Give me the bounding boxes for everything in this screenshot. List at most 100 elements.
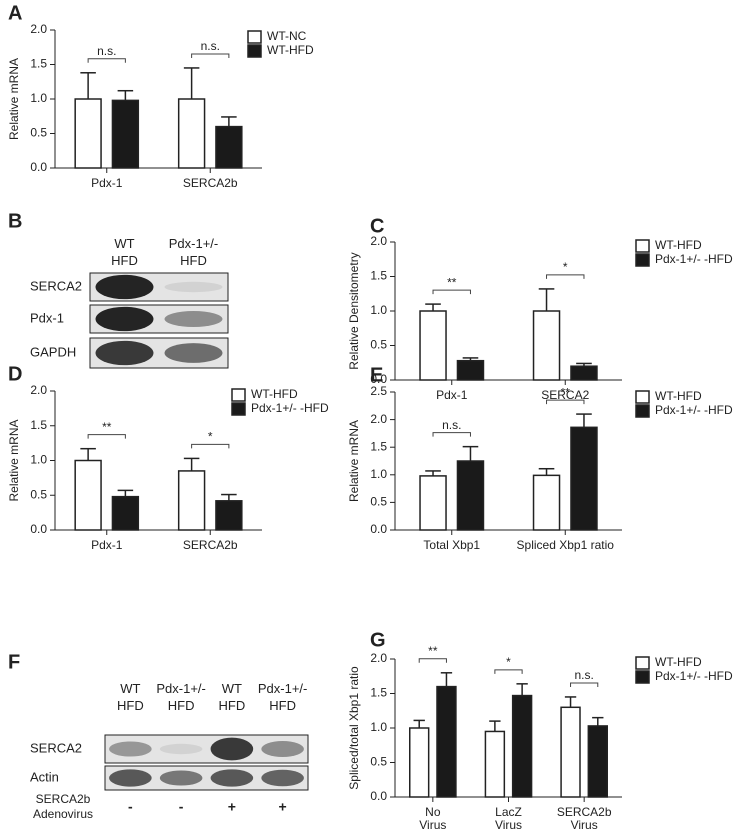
treatment-sign: + <box>279 799 287 815</box>
y-tick-label: 0.0 <box>30 160 47 174</box>
y-tick-label: 2.0 <box>370 234 387 248</box>
significance-bracket <box>546 274 585 279</box>
significance-label: ** <box>428 644 438 658</box>
y-tick-label: 1.5 <box>30 57 47 71</box>
significance-bracket <box>432 432 471 437</box>
panel-letter: D <box>8 363 22 385</box>
legend-swatch <box>247 30 262 44</box>
bar <box>215 500 243 531</box>
significance-bracket <box>418 658 447 663</box>
lane-label-line: Pdx-1+/- <box>258 681 308 696</box>
lane-label-line: HFD <box>111 253 138 268</box>
lane-label: Pdx-1+/- HFD <box>156 681 206 713</box>
panel-letter: G <box>370 629 386 651</box>
row-label: SERCA2 <box>30 740 82 755</box>
y-tick-label: 1.0 <box>370 467 387 481</box>
y-tick-label: 2.0 <box>30 22 47 36</box>
significance-bracket <box>546 399 585 405</box>
treatment-sign: - <box>179 799 184 815</box>
y-tick-label: 1.5 <box>370 686 387 700</box>
panel-letter: E <box>370 364 383 386</box>
bar <box>177 470 206 531</box>
legend-swatch <box>635 253 650 267</box>
y-tick-label: 0.5 <box>370 338 387 352</box>
lane-label-line: HFD <box>180 253 207 268</box>
significance-bracket <box>432 289 471 295</box>
treatment-label: SERCA2b Adenovirus <box>33 792 93 821</box>
legend-swatch <box>247 44 262 58</box>
bar <box>532 474 561 531</box>
legend-swatch <box>635 390 650 404</box>
legend-swatch <box>231 388 246 402</box>
y-tick-label: 2.0 <box>370 412 387 426</box>
lane-label-line: HFD <box>219 698 246 713</box>
legend-label: WT-HFD <box>655 655 702 669</box>
y-axis-label: Relative mRNA <box>7 58 21 140</box>
bar <box>436 685 457 798</box>
significance-label: ** <box>102 420 112 434</box>
blot-band <box>210 769 254 787</box>
lane-label-line: HFD <box>117 698 144 713</box>
lane-label-line: WT <box>114 236 134 251</box>
blot-band <box>159 770 203 786</box>
significance-label: n.s. <box>574 668 593 682</box>
lane-label: WT HFD <box>111 236 138 268</box>
x-tick-label-line: SERCA2b <box>557 805 612 819</box>
y-tick-label: 0.5 <box>30 126 47 140</box>
row-label: GAPDH <box>30 344 76 359</box>
bar <box>74 98 102 169</box>
y-tick-label: 1.0 <box>30 453 47 467</box>
significance-bracket <box>191 443 230 449</box>
legend-label: Pdx-1+/- -HFD <box>655 669 733 683</box>
significance-label: n.s. <box>97 44 116 58</box>
y-tick-label: 1.5 <box>370 439 387 453</box>
blot-band <box>261 769 304 787</box>
row-label: Pdx-1 <box>30 310 64 325</box>
legend-label: WT-HFD <box>267 43 314 57</box>
bar <box>456 359 485 381</box>
significance-bracket <box>191 53 230 58</box>
legend-label: WT-NC <box>267 29 307 43</box>
legend-swatch <box>635 656 650 670</box>
x-tick-label-line: No <box>425 805 441 819</box>
bar <box>570 426 598 531</box>
significance-bracket <box>494 669 523 674</box>
panel-letter: A <box>8 2 22 24</box>
significance-label: * <box>208 430 213 444</box>
row-label: Actin <box>30 769 59 784</box>
row-label: SERCA2 <box>30 278 82 293</box>
y-tick-label: 0.0 <box>370 789 387 803</box>
lane-label-line: Pdx-1+/- <box>156 681 206 696</box>
treatment-sign: + <box>228 799 236 815</box>
bar <box>587 725 608 798</box>
x-tick-label: SERCA2b <box>183 538 238 552</box>
x-tick-label: Pdx-1 <box>91 538 123 552</box>
panel-letter: C <box>370 215 384 237</box>
bar <box>419 475 447 531</box>
legend-swatch <box>231 402 246 416</box>
blot-band <box>164 343 223 363</box>
bar <box>456 460 485 531</box>
y-tick-label: 0.5 <box>30 487 47 501</box>
blot-band <box>95 340 154 366</box>
y-tick-label: 1.0 <box>370 720 387 734</box>
y-tick-label: 0.5 <box>370 495 387 509</box>
legend-label: WT-HFD <box>655 238 702 252</box>
treatment-label-line: Adenovirus <box>33 807 93 821</box>
treatment-label-line: SERCA2b <box>36 792 91 806</box>
bar <box>532 310 561 381</box>
significance-label: n.s. <box>442 418 461 432</box>
bar <box>215 125 243 169</box>
legend-swatch <box>635 404 650 418</box>
treatment-sign: - <box>128 799 133 815</box>
y-tick-label: 1.0 <box>30 91 47 105</box>
blot-band <box>95 274 154 300</box>
x-tick-label: LacZ Virus <box>495 805 522 830</box>
legend-swatch <box>635 239 650 253</box>
y-tick-label: 0.5 <box>370 755 387 769</box>
blot-band <box>261 741 304 757</box>
bar <box>111 495 140 531</box>
bar <box>511 694 533 798</box>
bar <box>177 98 206 169</box>
